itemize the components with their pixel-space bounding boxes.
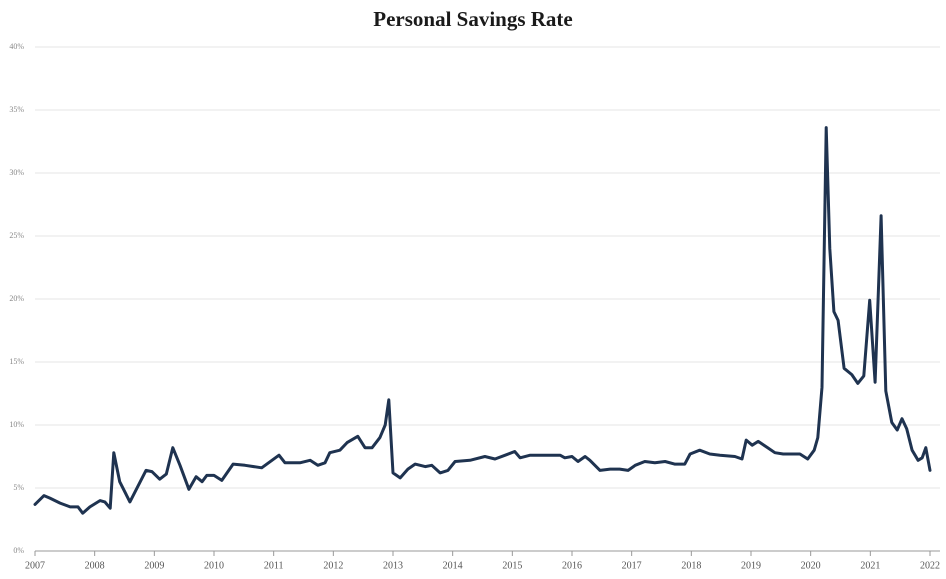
chart-title: Personal Savings Rate xyxy=(373,7,573,31)
x-tick-label: 2007 xyxy=(25,560,45,571)
x-tick-label: 2009 xyxy=(144,560,164,571)
y-tick-label: 35% xyxy=(9,105,24,114)
y-tick-label: 40% xyxy=(9,42,24,51)
x-tick-label: 2015 xyxy=(502,560,522,571)
y-tick-label: 30% xyxy=(9,168,24,177)
x-tick-label: 2012 xyxy=(323,560,343,571)
x-tick-label: 2018 xyxy=(681,560,701,571)
x-tick-label: 2017 xyxy=(622,560,642,571)
y-tick-label: 5% xyxy=(13,483,24,492)
x-tick-label: 2022 xyxy=(920,560,940,571)
x-tick-label: 2020 xyxy=(801,560,821,571)
x-tick-label: 2013 xyxy=(383,560,403,571)
x-tick-label: 2021 xyxy=(860,560,880,571)
x-tick-label: 2011 xyxy=(264,560,284,571)
y-tick-label: 0% xyxy=(13,546,24,555)
x-tick-label: 2019 xyxy=(741,560,761,571)
x-tick-label: 2014 xyxy=(443,560,463,571)
x-tick-label: 2016 xyxy=(562,560,582,571)
y-tick-label: 10% xyxy=(9,420,24,429)
y-tick-label: 20% xyxy=(9,294,24,303)
data-line xyxy=(33,126,932,515)
y-tick-label: 25% xyxy=(9,231,24,240)
x-tick-label: 2008 xyxy=(85,560,105,571)
x-tick-label: 2010 xyxy=(204,560,224,571)
y-tick-label: 15% xyxy=(9,357,24,366)
